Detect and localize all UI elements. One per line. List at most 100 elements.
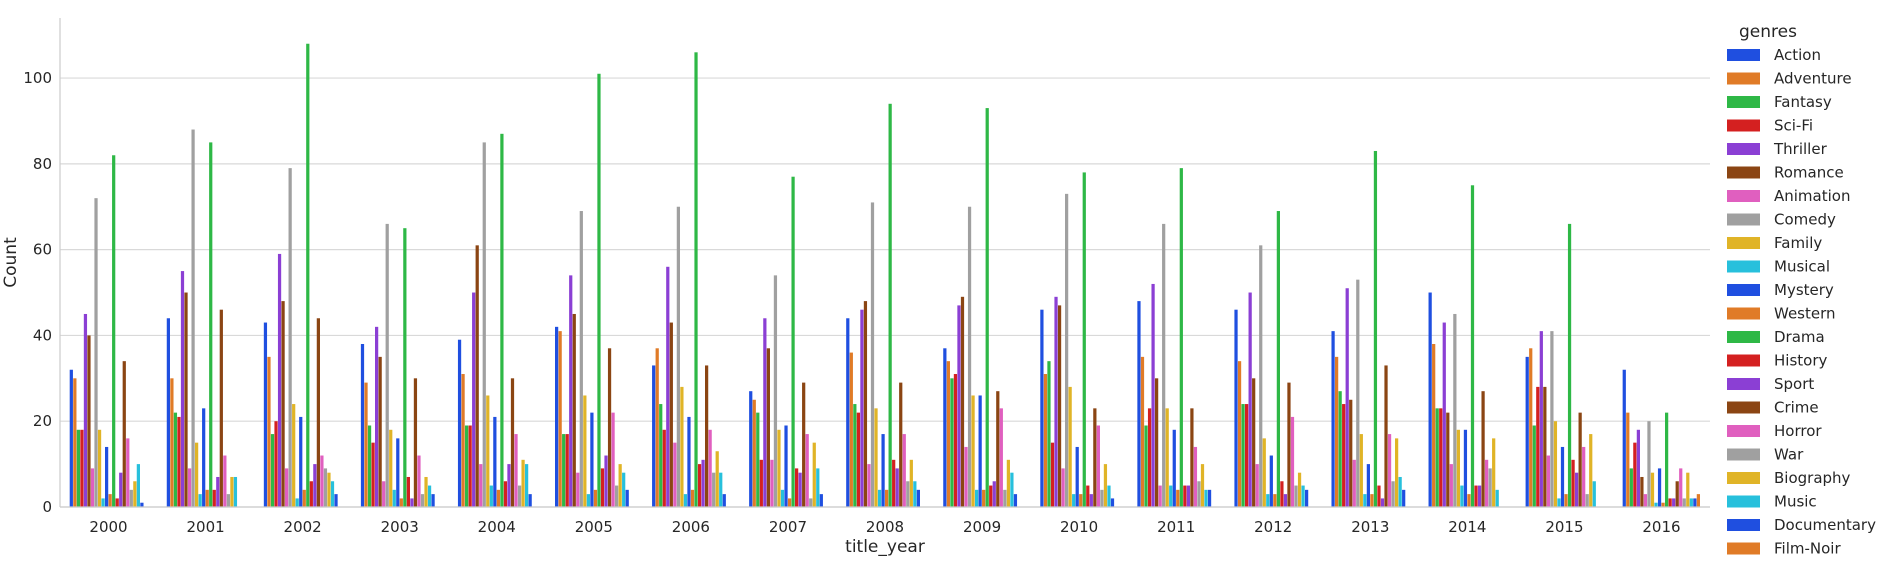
bar-2010-western (1079, 494, 1083, 507)
bar-2000-fantasy (76, 429, 80, 507)
bar-2010-comedy (1065, 193, 1069, 508)
y-tick-label: 20 (33, 412, 52, 430)
legend-swatch-documentary (1727, 519, 1760, 531)
bar-2014-crime (1481, 391, 1485, 507)
bar-2002-fantasy (270, 434, 275, 507)
bar-2009-thriller (957, 305, 961, 507)
bar-2010-action (1040, 309, 1044, 507)
bar-2002-horror (320, 455, 324, 507)
bar-2001-western (205, 489, 209, 507)
bar-2015-drama (1567, 223, 1572, 508)
bar-2001-history (212, 489, 216, 507)
bar-2011-action (1137, 301, 1141, 507)
bar-2011-sci-fi (1147, 408, 1152, 507)
bar-2012-animation (1255, 464, 1259, 507)
bar-2007-biography (812, 442, 816, 507)
x-tick-label: 2003 (381, 518, 419, 536)
legend-label: Sci-Fi (1774, 117, 1813, 135)
bar-2005-western (593, 489, 598, 507)
bar-2004-music (525, 464, 529, 507)
bar-2015-mystery (1560, 446, 1565, 507)
legend-label: Horror (1774, 422, 1822, 440)
bar-2010-sport (1089, 494, 1093, 507)
legend-swatch-western (1727, 307, 1760, 320)
bar-2016-crime (1675, 481, 1679, 507)
bar-2013-fantasy (1338, 391, 1342, 507)
bar-2011-horror (1193, 446, 1198, 507)
bar-2012-war (1294, 485, 1298, 507)
bar-2013-thriller (1345, 288, 1349, 507)
legend-label: Music (1774, 493, 1817, 511)
bar-2005-fantasy (562, 434, 566, 507)
y-axis-label: Count (1, 237, 21, 288)
bar-2002-western (302, 489, 306, 507)
bar-2007-family (777, 429, 781, 507)
bar-2001-romance (184, 292, 188, 507)
bar-2012-biography (1297, 472, 1302, 507)
bar-2013-family (1359, 434, 1363, 507)
bar-2000-comedy (94, 198, 98, 507)
legend-swatch-musical (1727, 260, 1760, 273)
bar-2015-sport (1575, 472, 1579, 507)
bar-2010-family (1068, 386, 1072, 507)
bar-2012-western (1273, 494, 1277, 507)
bar-2014-adventure (1432, 344, 1436, 507)
bar-2009-animation (964, 446, 968, 507)
bar-2011-music (1204, 489, 1208, 507)
legend-swatch-adventure (1727, 72, 1760, 85)
bar-2001-comedy (191, 129, 195, 508)
bar-2000-history (115, 498, 119, 507)
bar-2016-romance (1640, 476, 1644, 507)
bar-2002-documentary (334, 494, 338, 507)
bar-2010-mystery (1075, 446, 1079, 507)
bar-2000-music (136, 464, 140, 507)
bar-2016-western (1661, 502, 1665, 507)
bar-2010-animation (1061, 468, 1065, 507)
bar-2000-sci-fi (80, 429, 84, 507)
bar-2000-western (108, 494, 112, 507)
bar-2014-fantasy (1435, 408, 1439, 507)
bar-2006-sci-fi (662, 429, 666, 507)
bar-2016-sport (1672, 498, 1676, 507)
bar-2009-adventure (946, 361, 950, 507)
bar-2012-horror (1290, 416, 1295, 507)
legend-swatch-romance (1727, 166, 1760, 179)
bar-2013-comedy (1356, 279, 1360, 507)
bar-2006-family (680, 386, 684, 507)
bar-2012-documentary (1305, 489, 1309, 507)
bar-2016-action (1622, 369, 1626, 507)
bar-2003-action (360, 344, 365, 507)
bar-2001-sport (216, 476, 220, 507)
bar-2016-war (1682, 498, 1686, 507)
bar-2010-war (1100, 489, 1104, 507)
bar-2009-documentary (1013, 494, 1018, 507)
bar-2002-music (330, 481, 335, 507)
bar-2004-drama (500, 133, 504, 507)
bar-2015-musical (1557, 498, 1561, 507)
bar-2013-adventure (1335, 356, 1339, 507)
bar-2003-sci-fi (371, 442, 375, 507)
bar-2014-thriller (1442, 322, 1446, 507)
bar-2007-fantasy (756, 412, 760, 507)
bar-2000-mystery (105, 446, 109, 507)
bar-2013-biography (1395, 438, 1399, 507)
bar-2004-crime (510, 378, 515, 507)
legend-label: Drama (1774, 328, 1825, 346)
bar-2003-sport (410, 498, 414, 507)
bar-2016-drama (1665, 412, 1669, 507)
bar-2007-thriller (763, 318, 767, 507)
bar-2015-music (1592, 481, 1596, 507)
legend-label: Mystery (1774, 281, 1834, 299)
x-tick-label: 2014 (1448, 518, 1486, 536)
bar-2008-horror (902, 434, 906, 507)
bar-2009-crime (996, 391, 1000, 507)
bar-2016-animation (1643, 494, 1648, 507)
bar-2014-sport (1477, 485, 1482, 507)
bar-2004-documentary (528, 494, 532, 507)
legend-label: Comedy (1774, 211, 1836, 229)
bar-2005-horror (611, 412, 615, 507)
x-tick-label: 2000 (89, 518, 127, 536)
bar-2006-western (690, 489, 695, 507)
bar-2003-drama (403, 228, 407, 507)
